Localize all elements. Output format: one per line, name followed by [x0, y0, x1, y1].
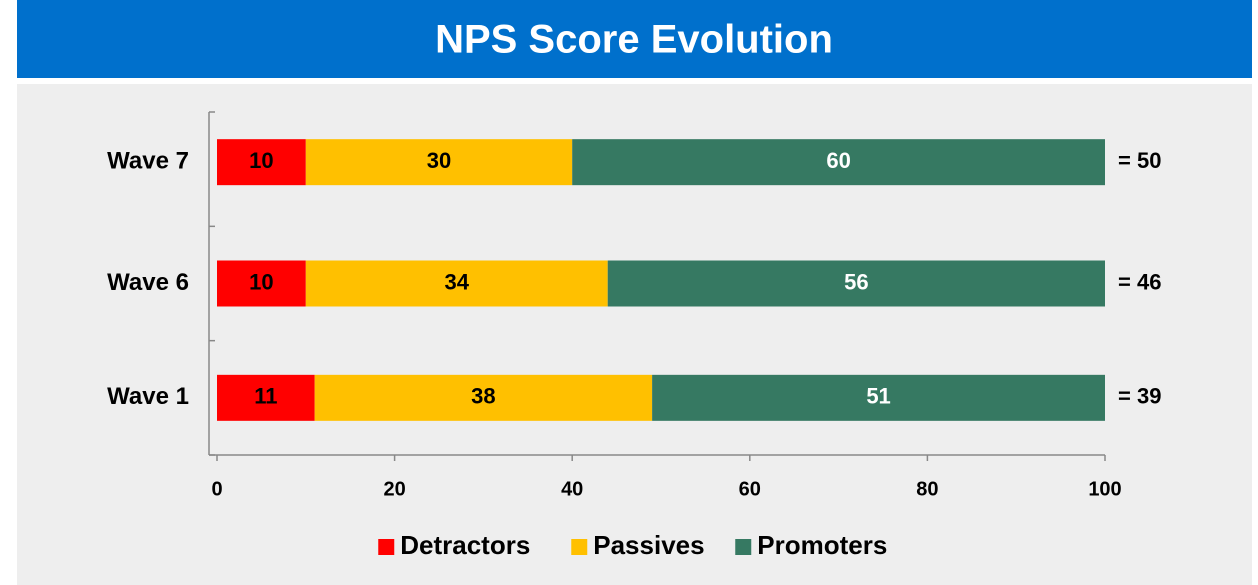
x-tick-label: 60 [739, 478, 761, 500]
bar-segment [217, 260, 306, 307]
data-label: 30 [427, 148, 451, 173]
y-tick-label: Wave 7 [107, 148, 189, 175]
bar-segment [217, 139, 306, 186]
bar-segment [607, 260, 1105, 307]
data-label: 34 [445, 269, 470, 294]
legend-swatch [378, 539, 395, 555]
legend-swatch [735, 539, 752, 555]
data-label: 10 [249, 148, 273, 173]
x-tick-label: 80 [916, 478, 938, 500]
data-label: 60 [826, 148, 850, 173]
bar-segment [652, 374, 1105, 421]
data-label: 11 [254, 384, 277, 409]
legend-label: Passives [593, 530, 704, 560]
nps-annotation: = 39 [1118, 384, 1161, 409]
data-label: 56 [844, 269, 868, 294]
y-tick-label: Wave 1 [107, 383, 189, 410]
bar-segment [314, 374, 653, 421]
legend-swatch [571, 539, 588, 555]
data-label: 51 [866, 384, 890, 409]
bar-segment [305, 260, 608, 307]
y-tick-label: Wave 6 [107, 269, 189, 296]
header-bar [17, 0, 1252, 78]
bar-segment [217, 374, 315, 421]
bar-segment [305, 139, 573, 186]
nps-annotation: = 50 [1118, 148, 1161, 173]
data-label: 10 [249, 269, 273, 294]
x-tick-label: 100 [1088, 478, 1121, 500]
x-tick-label: 20 [383, 478, 405, 500]
bar-segment [572, 139, 1105, 186]
chart-title: NPS Score Evolution [435, 18, 833, 62]
legend-label: Promoters [757, 530, 887, 560]
x-tick-label: 40 [561, 478, 583, 500]
x-tick-label: 0 [211, 478, 222, 500]
nps-annotation: = 46 [1118, 269, 1161, 294]
legend-label: Detractors [400, 530, 530, 560]
data-label: 38 [471, 384, 495, 409]
